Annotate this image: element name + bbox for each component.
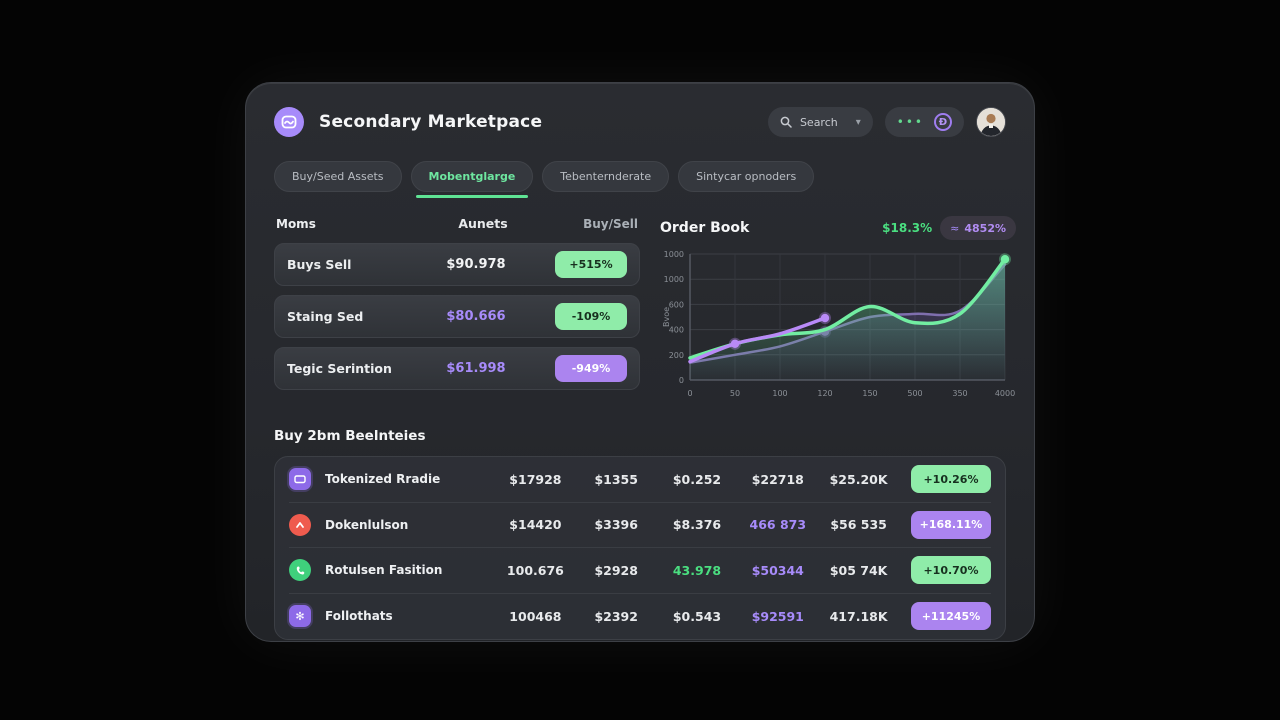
col-header-aunets: Aunets [458, 216, 508, 231]
cell-value: 417.18K [829, 608, 888, 624]
svg-text:200: 200 [669, 351, 684, 360]
user-avatar[interactable] [976, 107, 1006, 137]
chevron-down-icon[interactable]: ▾ [855, 116, 861, 128]
card-icon [289, 468, 311, 491]
cell-value: $0.543 [672, 608, 722, 624]
tab-sintycar-opnoders[interactable]: Sintycar opnoders [678, 161, 815, 192]
table-row[interactable]: Rotulsen Fasition 100.676 $2928 43.978 $… [289, 548, 991, 594]
asset-name: Buys Sell [287, 257, 352, 272]
svg-text:Bvoe: Bvoe [662, 307, 671, 327]
col-header-buy-sell: Buy/Sell [583, 216, 638, 231]
change-button[interactable]: +11245% [910, 602, 991, 631]
tab-tebenternderate[interactable]: Tebenternderate [542, 161, 670, 192]
asset-table-header: Moms Aunets Buy/Sell [274, 216, 640, 231]
holding-name: Rotulsen Fasition [325, 563, 443, 578]
cell-value: $50344 [751, 562, 804, 578]
buy-sell-button[interactable]: -949% [555, 355, 627, 382]
table-row[interactable]: Dokenlulson $14420 $3396 $8.376 466 873 … [289, 503, 991, 548]
flower-icon: ✻ [289, 605, 311, 628]
holdings-table: Tokenized Rradie $17928 $1355 $0.252 $22… [274, 456, 1006, 640]
svg-text:500: 500 [907, 389, 922, 398]
table-row[interactable]: Staing Sed $80.666 -109% [274, 295, 640, 338]
search-icon [780, 116, 792, 128]
svg-text:4000: 4000 [995, 389, 1015, 398]
holding-name: Dokenlulson [325, 517, 409, 532]
search-label: Search [799, 115, 838, 129]
cell-value: $3396 [594, 517, 638, 533]
change-button[interactable]: +168.11% [910, 510, 991, 539]
table-row[interactable]: Tokenized Rradie $17928 $1355 $0.252 $22… [289, 457, 991, 503]
svg-text:120: 120 [817, 389, 832, 398]
cell-value: 100.676 [506, 562, 564, 578]
svg-text:1000: 1000 [664, 275, 684, 284]
header-actions: Search ▾ ••• Ð [767, 107, 1006, 137]
cell-value: $14420 [509, 517, 562, 533]
svg-text:50: 50 [730, 389, 740, 398]
wave-icon: ≈ [950, 221, 960, 235]
cell-value: $56 535 [830, 517, 887, 533]
asset-value: $90.978 [446, 257, 506, 272]
change-badge[interactable]: ≈ 4852% [940, 216, 1016, 240]
cell-value: $05 74K [829, 562, 888, 578]
main-content: Moms Aunets Buy/Sell Buys Sell $90.978 +… [274, 216, 1016, 414]
cell-value: $22718 [751, 471, 804, 487]
asset-name: Tegic Serintion [287, 361, 392, 376]
cell-value: $2928 [594, 562, 638, 578]
asset-value: $80.666 [446, 309, 506, 324]
change-button[interactable]: +10.70% [910, 556, 991, 585]
svg-text:1000: 1000 [664, 250, 684, 259]
cell-value: $2392 [594, 608, 638, 624]
cell-value: $0.252 [672, 471, 722, 487]
badge-percent: 4852% [964, 221, 1006, 235]
order-book-chart: 1000 1000 600 400 200 0 0 50 100 120 150 500 350 4000… [660, 242, 1016, 414]
holdings-title: Buy 2bm Beelnteies [274, 428, 426, 444]
currency-icon: Ð [934, 113, 952, 131]
more-dots-icon: ••• [896, 115, 924, 129]
app-logo-icon [274, 107, 304, 137]
svg-text:0: 0 [687, 389, 692, 398]
cell-value: 100468 [509, 608, 562, 624]
table-row[interactable]: Tegic Serintion $61.998 -949% [274, 347, 640, 390]
table-row[interactable]: Buys Sell $90.978 +515% [274, 243, 640, 286]
holding-name: Follothats [325, 609, 393, 624]
asset-name: Staing Sed [287, 309, 364, 324]
change-button[interactable]: +10.26% [910, 465, 991, 494]
svg-text:600: 600 [669, 300, 684, 309]
tab-bar: Buy/Seed Assets Mobentglarge Tebenternde… [274, 161, 1006, 198]
order-book-header: Order Book $18.3% ≈ 4852% [660, 216, 1016, 240]
svg-text:0: 0 [679, 376, 684, 385]
tab-buy-seed-assets[interactable]: Buy/Seed Assets [274, 161, 402, 192]
order-book-title: Order Book [660, 220, 750, 236]
holding-name: Tokenized Rradie [325, 472, 441, 487]
buy-sell-button[interactable]: +515% [555, 251, 627, 278]
cell-value: $92591 [751, 608, 804, 624]
asset-panel: Moms Aunets Buy/Sell Buys Sell $90.978 +… [274, 216, 640, 414]
search-input[interactable]: Search ▾ [767, 107, 873, 137]
tools-button[interactable]: ••• Ð [884, 107, 964, 137]
tab-mobentglarge[interactable]: Mobentglarge [410, 161, 534, 198]
order-book-stats: $18.3% ≈ 4852% [882, 216, 1016, 240]
marketplace-window: Secondary Marketpace Search ▾ ••• Ð [245, 82, 1035, 642]
asset-value: $61.998 [446, 361, 506, 376]
col-header-moms: Moms [276, 216, 316, 231]
table-row[interactable]: ✻ Follothats 100468 $2392 $0.543 $92591 … [289, 594, 991, 640]
cell-value: $17928 [509, 471, 562, 487]
cell-value: $25.20K [829, 471, 888, 487]
page-title: Secondary Marketpace [319, 112, 543, 132]
svg-text:350: 350 [952, 389, 967, 398]
order-book-panel: Order Book $18.3% ≈ 4852% [660, 216, 1016, 414]
cell-value: 466 873 [749, 517, 807, 533]
header: Secondary Marketpace Search ▾ ••• Ð [274, 103, 1006, 141]
phone-icon [289, 559, 311, 582]
order-book-stat: $18.3% [882, 221, 933, 235]
svg-text:150: 150 [862, 389, 877, 398]
cell-value: 43.978 [672, 562, 722, 578]
svg-text:400: 400 [669, 326, 684, 335]
cell-value: $8.376 [672, 517, 722, 533]
svg-text:100: 100 [772, 389, 787, 398]
arrow-up-icon [289, 513, 311, 536]
buy-sell-button[interactable]: -109% [555, 303, 627, 330]
cell-value: $1355 [594, 471, 638, 487]
